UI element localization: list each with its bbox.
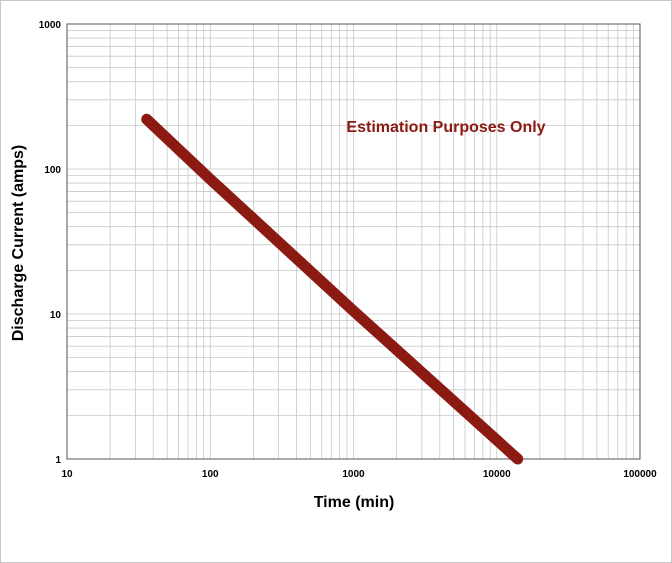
x-tick-label: 100000 (623, 469, 657, 480)
x-tick-label: 10 (61, 469, 73, 480)
x-axis-title: Time (min) (314, 494, 395, 511)
grid (67, 24, 640, 459)
annotation-text: Estimation Purposes Only (346, 119, 545, 136)
y-tick-label: 10 (50, 310, 62, 321)
x-tick-label: 10000 (483, 469, 511, 480)
series-layer (141, 113, 524, 465)
x-tick-label: 100 (202, 469, 219, 480)
y-tick-label: 1 (55, 455, 61, 466)
y-tick-label: 100 (44, 165, 61, 176)
y-tick-label: 1000 (39, 20, 62, 31)
x-tick-label: 1000 (342, 469, 365, 480)
y-axis-title: Discharge Current (amps) (10, 145, 27, 342)
plot-area (66, 23, 641, 460)
series-line (141, 113, 524, 465)
